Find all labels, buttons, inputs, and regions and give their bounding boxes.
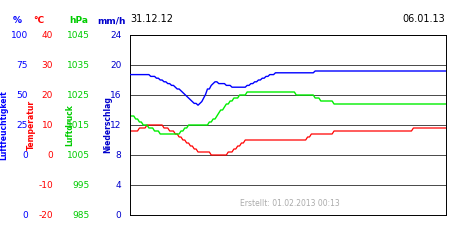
Text: 31.12.12: 31.12.12: [130, 14, 173, 24]
Text: 10: 10: [41, 120, 53, 130]
Text: 12: 12: [110, 120, 122, 130]
Text: 20: 20: [42, 90, 53, 100]
Text: 995: 995: [73, 180, 90, 190]
Text: 1005: 1005: [67, 150, 90, 160]
Text: Niederschlag: Niederschlag: [104, 96, 112, 154]
Text: 0: 0: [47, 150, 53, 160]
Text: 24: 24: [110, 30, 122, 40]
Text: 0: 0: [22, 210, 28, 220]
Text: 30: 30: [41, 60, 53, 70]
Text: 06.01.13: 06.01.13: [403, 14, 446, 24]
Text: 16: 16: [110, 90, 122, 100]
Text: 1015: 1015: [67, 120, 90, 130]
Text: -10: -10: [38, 180, 53, 190]
Text: 0: 0: [116, 210, 122, 220]
Text: 1035: 1035: [67, 60, 90, 70]
Text: 1025: 1025: [67, 90, 90, 100]
Text: 50: 50: [16, 90, 28, 100]
Text: 0: 0: [22, 150, 28, 160]
Text: °C: °C: [34, 16, 45, 25]
Text: 4: 4: [116, 180, 122, 190]
Text: 8: 8: [116, 150, 122, 160]
Text: Luftfeuchtigkeit: Luftfeuchtigkeit: [0, 90, 8, 160]
Text: 75: 75: [16, 60, 28, 70]
Text: -20: -20: [38, 210, 53, 220]
Text: 1045: 1045: [67, 30, 90, 40]
Text: 985: 985: [73, 210, 90, 220]
Text: hPa: hPa: [70, 16, 89, 25]
Text: mm/h: mm/h: [97, 16, 125, 25]
Text: 20: 20: [110, 60, 122, 70]
Text: 40: 40: [42, 30, 53, 40]
Text: Luftdruck: Luftdruck: [65, 104, 74, 146]
Text: Erstellt: 01.02.2013 00:13: Erstellt: 01.02.2013 00:13: [240, 199, 340, 208]
Text: Temperatur: Temperatur: [27, 100, 36, 150]
Text: %: %: [13, 16, 22, 25]
Text: 100: 100: [11, 30, 28, 40]
Text: 25: 25: [17, 120, 28, 130]
